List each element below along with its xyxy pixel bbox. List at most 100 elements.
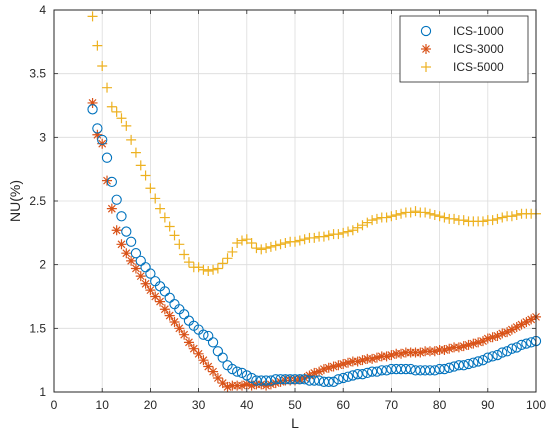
data-point-ics-5000	[198, 264, 209, 275]
data-point-ics-5000	[251, 243, 262, 254]
data-point-ics-1000	[487, 351, 498, 362]
data-point-ics-1000	[477, 355, 489, 366]
data-point-ics-3000	[193, 348, 204, 359]
data-point-ics-3000	[203, 361, 214, 372]
data-point-ics-5000	[203, 266, 214, 277]
data-point-ics-3000	[188, 343, 199, 354]
data-point-ics-5000	[449, 213, 460, 224]
data-point-ics-5000	[338, 227, 349, 238]
data-point-ics-1000	[506, 343, 518, 354]
data-point-ics-3000	[371, 352, 382, 363]
data-point-ics-1000	[521, 338, 532, 349]
legend-box	[399, 15, 529, 83]
data-point-ics-5000	[405, 207, 416, 218]
data-point-ics-5000	[497, 212, 508, 223]
data-point-ics-5000	[294, 235, 305, 246]
data-point-ics-1000	[92, 123, 103, 134]
data-point-ics-1000	[294, 374, 305, 385]
data-point-ics-5000	[92, 40, 103, 51]
data-point-ics-3000	[487, 332, 498, 343]
data-point-ics-3000	[526, 314, 537, 325]
data-point-ics-5000	[212, 263, 223, 274]
data-point-ics-1000	[448, 361, 460, 372]
data-point-ics-1000	[362, 367, 373, 379]
data-point-ics-1000	[236, 367, 248, 379]
data-point-ics-1000	[111, 194, 122, 205]
data-point-ics-5000	[145, 183, 156, 194]
data-point-ics-5000	[111, 106, 122, 117]
data-point-ics-1000	[333, 374, 344, 385]
data-point-ics-5000	[511, 210, 522, 221]
data-point-ics-3000	[415, 347, 426, 358]
data-point-ics-3000	[381, 351, 392, 362]
data-point-ics-5000	[174, 239, 185, 250]
y-tick-label: 4	[39, 3, 46, 17]
data-point-ics-3000	[150, 291, 161, 302]
x-tick-label: 60	[337, 398, 351, 412]
series-ics-5000	[87, 11, 541, 277]
data-point-ics-5000	[309, 232, 320, 243]
data-point-ics-5000	[434, 211, 445, 222]
data-point-ics-3000	[121, 248, 132, 259]
x-tick-label: 20	[144, 398, 158, 412]
data-point-ics-3000	[270, 378, 281, 389]
data-point-ics-5000	[367, 215, 378, 226]
data-point-ics-3000	[236, 380, 247, 391]
x-tick-label: 90	[481, 398, 495, 412]
data-point-ics-3000	[159, 304, 170, 315]
data-point-ics-1000	[299, 374, 310, 385]
data-point-ics-1000	[352, 369, 363, 380]
data-point-ics-5000	[246, 238, 257, 249]
data-point-ics-3000	[477, 336, 488, 347]
data-point-ics-1000	[323, 376, 334, 387]
data-point-ics-1000	[217, 352, 228, 363]
data-point-ics-3000	[97, 138, 108, 149]
data-point-ics-1000	[492, 349, 503, 361]
data-point-ics-3000	[497, 328, 508, 339]
data-point-ics-5000	[381, 212, 392, 223]
data-point-ics-5000	[410, 206, 421, 217]
data-point-ics-1000	[424, 365, 436, 376]
data-point-ics-5000	[275, 239, 286, 250]
data-point-ics-5000	[429, 210, 440, 221]
data-point-ics-3000	[174, 323, 185, 334]
data-point-ics-3000	[343, 357, 354, 368]
data-point-ics-3000	[309, 367, 320, 378]
data-point-ics-1000	[130, 248, 142, 259]
data-point-ics-3000	[164, 310, 175, 321]
series-ics-1000	[87, 104, 542, 387]
data-point-ics-3000	[183, 337, 194, 348]
data-point-ics-5000	[227, 246, 238, 257]
data-point-ics-3000	[130, 263, 141, 274]
data-point-ics-1000	[516, 339, 527, 351]
data-point-ics-1000	[444, 362, 455, 373]
data-point-ics-3000	[502, 327, 513, 338]
data-point-ics-1000	[313, 375, 325, 386]
data-point-ics-3000	[386, 350, 397, 361]
legend-marker-ics-1000	[420, 25, 432, 37]
data-point-ics-1000	[232, 366, 243, 377]
data-point-ics-3000	[328, 361, 339, 372]
data-point-ics-5000	[222, 253, 233, 264]
data-point-ics-5000	[343, 226, 354, 237]
y-tick-label: 2.5	[29, 194, 46, 208]
data-point-ics-3000	[135, 271, 146, 282]
data-point-ics-5000	[347, 225, 358, 236]
legend-entry-ics-3000: ICS-3000	[421, 42, 504, 56]
data-point-ics-5000	[164, 221, 175, 232]
data-point-ics-1000	[463, 358, 474, 370]
y-tick-label: 1	[39, 385, 46, 399]
data-point-ics-5000	[458, 215, 469, 226]
data-point-ics-5000	[261, 243, 272, 254]
data-point-ics-3000	[396, 348, 407, 359]
y-tick-label: 1.5	[29, 321, 46, 335]
data-point-ics-5000	[121, 120, 132, 131]
data-point-ics-1000	[453, 360, 465, 371]
data-point-ics-5000	[135, 160, 146, 171]
data-point-ics-1000	[342, 371, 354, 382]
data-point-ics-1000	[121, 226, 132, 237]
series-layer	[87, 11, 542, 392]
data-point-ics-1000	[366, 366, 378, 377]
data-point-ics-5000	[318, 231, 329, 242]
